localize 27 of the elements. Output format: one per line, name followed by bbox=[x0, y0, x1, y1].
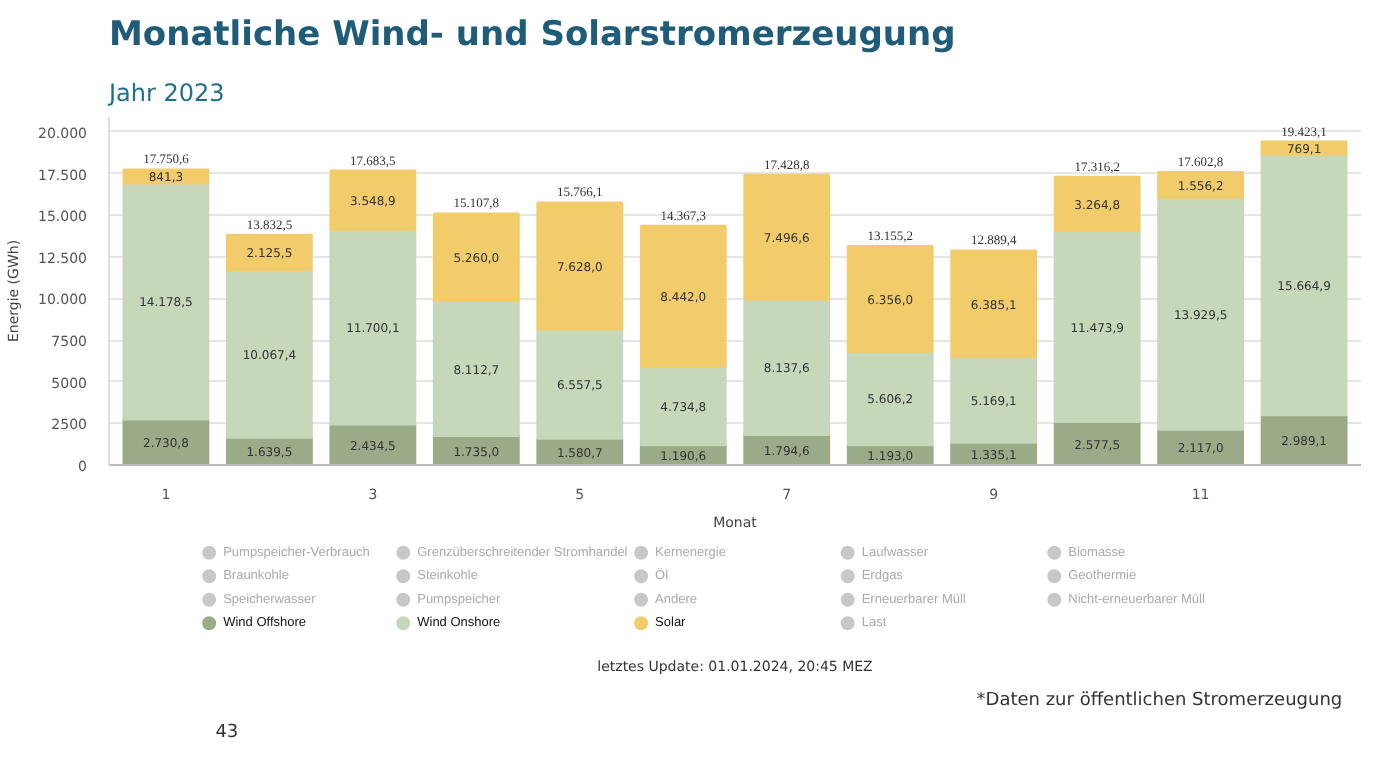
bar bbox=[1053, 230, 1141, 424]
bar bbox=[950, 249, 1038, 358]
text: 43 bbox=[215, 722, 239, 743]
bar bbox=[225, 269, 313, 439]
bar bbox=[329, 169, 417, 231]
bar bbox=[846, 350, 934, 447]
bar bbox=[639, 365, 727, 447]
bar bbox=[122, 182, 210, 421]
bar bbox=[639, 224, 727, 368]
bar bbox=[432, 212, 520, 303]
bar bbox=[743, 298, 831, 437]
bar bbox=[536, 201, 624, 331]
bar bbox=[329, 228, 417, 426]
bar bbox=[432, 300, 520, 438]
bar bbox=[1260, 153, 1348, 417]
text: *Daten zur öffentlichen Stromerzeugung bbox=[976, 690, 1343, 711]
bar bbox=[1053, 175, 1141, 233]
chart-title: Monatliche Wind- und Solarstromerzeugung bbox=[109, 15, 956, 55]
bar bbox=[1260, 414, 1348, 465]
bar bbox=[225, 233, 313, 272]
bar bbox=[846, 244, 934, 353]
bar bbox=[950, 355, 1038, 444]
chart-subtitle: Jahr 2023 bbox=[107, 79, 225, 107]
bar bbox=[1157, 170, 1245, 199]
bar bbox=[536, 328, 624, 440]
bar bbox=[1157, 196, 1245, 431]
bar bbox=[743, 173, 831, 301]
